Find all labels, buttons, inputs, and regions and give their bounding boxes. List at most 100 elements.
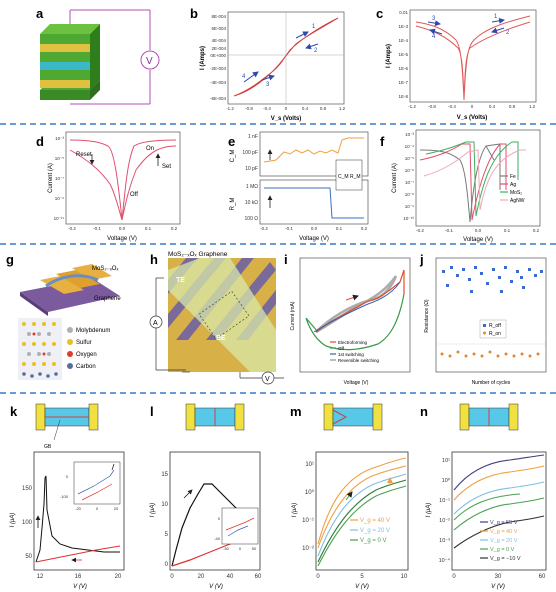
svg-text:-0.1: -0.1 xyxy=(445,228,453,233)
panel-n-curve-55v xyxy=(453,454,545,491)
svg-text:10 pF: 10 pF xyxy=(245,166,258,172)
svg-text:Voltage (V): Voltage (V) xyxy=(107,236,137,242)
voltage-source-icon xyxy=(261,371,275,385)
svg-text:3: 3 xyxy=(432,16,436,22)
svg-text:0: 0 xyxy=(165,562,169,568)
svg-text:100 pF: 100 pF xyxy=(242,150,258,156)
panel-g-label: g xyxy=(6,252,14,267)
svg-text:60: 60 xyxy=(255,574,262,580)
svg-text:-0.8: -0.8 xyxy=(245,106,253,111)
svg-text:V (V): V (V) xyxy=(73,584,87,590)
svg-text:50: 50 xyxy=(25,554,32,560)
svg-text:Oxygen: Oxygen xyxy=(76,352,97,358)
svg-text:GB: GB xyxy=(44,444,52,450)
svg-text:Electroforming: Electroforming xyxy=(338,340,368,345)
svg-text:0.8: 0.8 xyxy=(320,106,327,111)
panel-d-label: d xyxy=(36,134,44,149)
svg-text:0: 0 xyxy=(316,574,320,580)
svg-text:V_g = 20 V: V_g = 20 V xyxy=(490,538,518,544)
svg-text:10⁻⁸: 10⁻⁸ xyxy=(405,192,414,197)
panel-b-curve xyxy=(233,17,339,97)
svg-text:I (μA): I (μA) xyxy=(426,503,432,518)
svg-text:20: 20 xyxy=(114,506,119,511)
svg-text:R_on: R_on xyxy=(489,331,501,337)
svg-text:10⁻⁵: 10⁻⁵ xyxy=(405,156,414,161)
panel-c: c 1 2 3 4 0.01 1E-3 1E-4 1E-5 1E-6 1E-7 … xyxy=(376,6,537,121)
panel-f-legend: Fe Ag MoS₂ AgNW xyxy=(500,174,525,204)
svg-text:0.4: 0.4 xyxy=(302,106,309,111)
svg-text:10¹: 10¹ xyxy=(442,458,450,464)
svg-text:4: 4 xyxy=(242,74,246,80)
svg-text:A: A xyxy=(153,320,158,327)
svg-text:10⁰: 10⁰ xyxy=(442,477,451,484)
svg-text:50: 50 xyxy=(252,546,257,551)
svg-text:0.0: 0.0 xyxy=(311,226,318,231)
panel-h: h MoS₂₋ₓOₓ Graphene TE BE A V xyxy=(149,251,284,385)
svg-text:Off: Off xyxy=(338,346,345,351)
panel-j: j R_off R_on Number of cycles Resistance… xyxy=(419,252,547,386)
panel-j-legend: R_off R_on xyxy=(479,319,507,339)
panel-i-label: i xyxy=(284,252,288,267)
svg-text:1E-6: 1E-6 xyxy=(398,66,408,71)
svg-text:-4E-004: -4E-004 xyxy=(210,80,227,85)
panel-f-curve-mos2 xyxy=(425,141,519,217)
svg-text:-2E-004: -2E-004 xyxy=(210,66,227,71)
atomic-lattice xyxy=(18,318,62,380)
svg-text:10⁻²: 10⁻² xyxy=(302,546,314,552)
panel-n: n V_g = 55 V V_g = 40 V V_g = 20 V V_g =… xyxy=(420,403,547,590)
svg-text:Off: Off xyxy=(130,192,138,198)
mos2-layer xyxy=(40,264,112,294)
svg-text:R_M: R_M xyxy=(350,174,361,180)
panel-j-label: j xyxy=(419,252,424,267)
panel-l-inset xyxy=(221,507,259,545)
svg-text:Reset: Reset xyxy=(76,152,92,158)
svg-text:0: 0 xyxy=(66,474,69,479)
panel-h-label: h xyxy=(150,252,158,267)
svg-text:10⁻⁴: 10⁻⁴ xyxy=(405,144,414,149)
svg-text:V_g = 55 V: V_g = 55 V xyxy=(490,520,518,526)
panel-b-label: b xyxy=(190,6,198,21)
panel-j-roff-points xyxy=(442,266,543,293)
panel-c-xticks: -1.2 -0.8 -0.4 0 0.4 0.8 1.2 xyxy=(408,104,536,109)
panel-e-cm-curve xyxy=(263,137,364,163)
svg-text:0: 0 xyxy=(452,574,456,580)
svg-text:10⁻⁴: 10⁻⁴ xyxy=(439,557,451,564)
panel-k-label: k xyxy=(10,404,18,419)
mos2-channel xyxy=(168,258,276,372)
panel-m-curve-20v xyxy=(317,473,407,557)
svg-text:MoS₂₋ₓOₓ: MoS₂₋ₓOₓ xyxy=(92,266,118,272)
svg-text:0: 0 xyxy=(285,106,288,111)
svg-text:10⁻²: 10⁻² xyxy=(439,518,450,524)
svg-text:MoS₂: MoS₂ xyxy=(510,190,522,196)
device-schematic-m xyxy=(323,403,383,431)
svg-text:V_g = 20 V: V_g = 20 V xyxy=(360,528,390,534)
panel-a: a V xyxy=(36,6,160,105)
svg-text:10 kΩ: 10 kΩ xyxy=(245,200,258,206)
svg-text:150: 150 xyxy=(22,486,33,492)
svg-text:0.1: 0.1 xyxy=(145,226,152,231)
svg-text:10⁻⁹: 10⁻⁹ xyxy=(405,204,414,209)
svg-text:10⁻⁷: 10⁻⁷ xyxy=(405,180,414,185)
svg-text:V (V): V (V) xyxy=(355,584,369,590)
svg-text:AgNW: AgNW xyxy=(510,198,525,204)
svg-text:Graphene: Graphene xyxy=(94,296,121,302)
svg-text:V_g = 40 V: V_g = 40 V xyxy=(360,518,390,524)
svg-text:R_off: R_off xyxy=(489,323,501,329)
panel-g-legend: Molybdenum Sulfur Oxygen Carbon xyxy=(67,327,110,370)
svg-text:-0.1: -0.1 xyxy=(93,226,101,231)
svg-text:-100: -100 xyxy=(60,494,69,499)
svg-text:V: V xyxy=(146,56,153,67)
svg-text:V_g = −10 V: V_g = −10 V xyxy=(490,556,521,562)
panel-c-curve xyxy=(415,15,531,101)
svg-text:0.4: 0.4 xyxy=(489,104,496,109)
svg-text:60: 60 xyxy=(539,574,546,580)
svg-text:Current (A): Current (A) xyxy=(392,163,398,193)
voltage-source-icon xyxy=(140,50,160,70)
svg-text:2: 2 xyxy=(314,48,318,54)
svg-text:1E-4: 1E-4 xyxy=(398,38,408,43)
svg-text:Reversible switching: Reversible switching xyxy=(338,358,380,363)
svg-text:0E+000: 0E+000 xyxy=(210,53,226,58)
svg-text:1E-5: 1E-5 xyxy=(398,52,408,57)
panel-b-xticks: -1.2 -0.8 -0.4 0 0.4 0.8 1.2 xyxy=(226,106,346,111)
graphene-sheet xyxy=(20,278,120,312)
